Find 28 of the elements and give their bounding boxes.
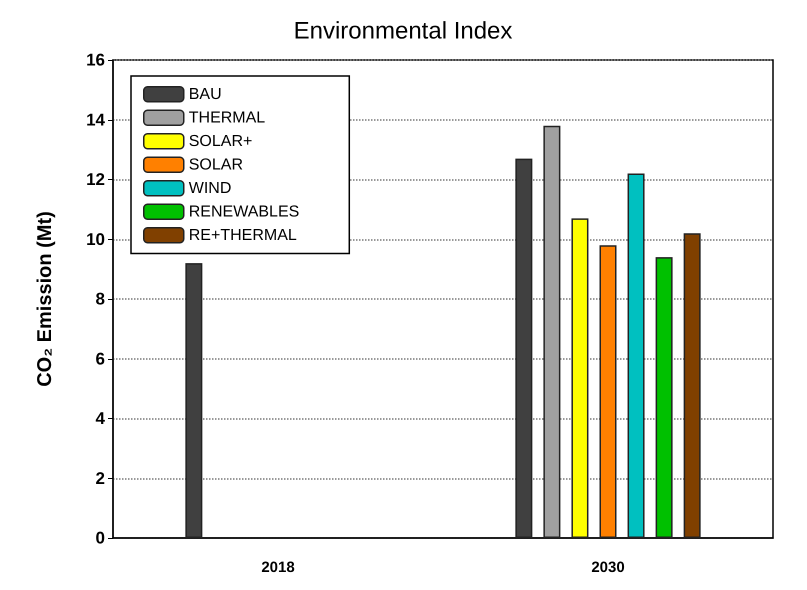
y-tick-label: 12: [86, 170, 105, 189]
legend-label: RE+THERMAL: [188, 226, 297, 244]
y-tick-label: 14: [86, 110, 106, 130]
bar: [571, 218, 588, 538]
bar: [515, 158, 532, 538]
y-tick-label: 16: [86, 50, 105, 70]
legend-label: BAU: [188, 86, 222, 103]
bar: [185, 263, 202, 538]
y-tick-label: 8: [96, 290, 105, 308]
y-tick-label: 10: [86, 230, 105, 249]
legend-label: THERMAL: [188, 109, 266, 126]
legend-label: SOLAR: [188, 156, 243, 174]
chart-title: Environmental Index: [294, 18, 512, 44]
legend-label: SOLAR+: [188, 132, 252, 150]
legend-label: WIND: [188, 180, 232, 197]
bar: [628, 174, 645, 538]
bar: [684, 233, 701, 538]
y-axis-title: CO₂ Emission (Mt): [34, 211, 56, 387]
bar: [656, 257, 673, 538]
y-tick-label: 0: [96, 528, 105, 548]
x-tick-label: 2030: [591, 559, 625, 576]
y-tick-label: 4: [96, 409, 106, 428]
y-tick-label: 2: [96, 468, 105, 488]
bar: [600, 245, 616, 538]
y-tick-label: 6: [96, 349, 105, 368]
x-tick-label: 2018: [261, 559, 295, 576]
bar: [543, 126, 560, 538]
legend-label: RENEWABLES: [188, 203, 300, 220]
